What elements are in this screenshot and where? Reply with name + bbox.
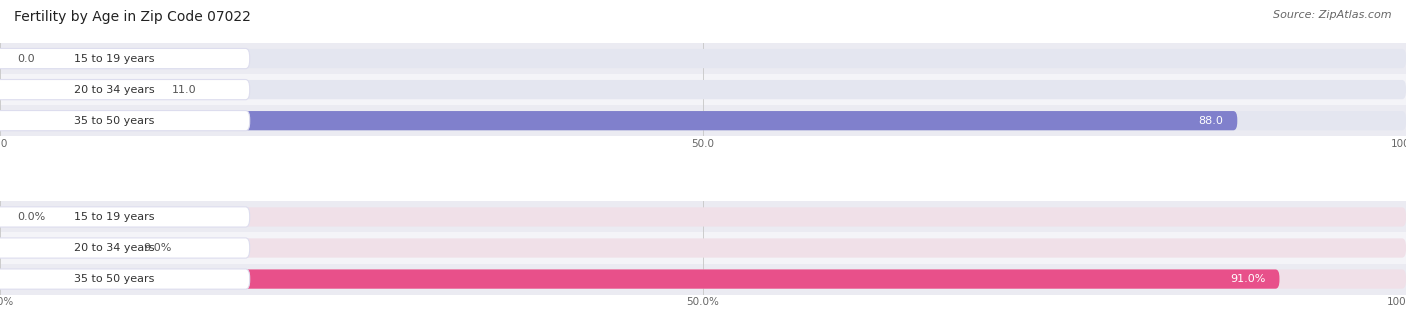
FancyBboxPatch shape [0,111,250,131]
FancyBboxPatch shape [0,269,1279,289]
FancyBboxPatch shape [0,79,250,100]
FancyBboxPatch shape [0,269,250,289]
FancyBboxPatch shape [0,207,1406,227]
Bar [0,74,1406,105]
Text: Source: ZipAtlas.com: Source: ZipAtlas.com [1274,10,1392,20]
FancyBboxPatch shape [0,269,1406,289]
FancyBboxPatch shape [0,238,127,258]
Text: 11.0: 11.0 [172,85,197,95]
Text: 35 to 50 years: 35 to 50 years [75,116,155,126]
Text: 0.0: 0.0 [17,54,35,64]
Text: 0.0%: 0.0% [17,212,45,222]
Text: 88.0: 88.0 [1198,116,1223,126]
Text: 15 to 19 years: 15 to 19 years [75,54,155,64]
FancyBboxPatch shape [0,111,1406,130]
Text: Fertility by Age in Zip Code 07022: Fertility by Age in Zip Code 07022 [14,10,250,24]
FancyBboxPatch shape [0,238,1406,258]
Text: 9.0%: 9.0% [143,243,172,253]
FancyBboxPatch shape [0,111,1237,130]
Text: 35 to 50 years: 35 to 50 years [75,274,155,284]
Text: 20 to 34 years: 20 to 34 years [75,85,155,95]
Bar [0,263,1406,295]
Text: 91.0%: 91.0% [1230,274,1265,284]
Bar [0,43,1406,74]
FancyBboxPatch shape [0,49,1406,68]
FancyBboxPatch shape [0,207,250,227]
Text: 20 to 34 years: 20 to 34 years [75,243,155,253]
Bar [0,202,1406,232]
FancyBboxPatch shape [0,48,250,69]
FancyBboxPatch shape [0,80,1406,99]
FancyBboxPatch shape [0,80,155,99]
FancyBboxPatch shape [0,238,250,258]
Text: 15 to 19 years: 15 to 19 years [75,212,155,222]
Bar [0,232,1406,263]
Bar [0,105,1406,136]
